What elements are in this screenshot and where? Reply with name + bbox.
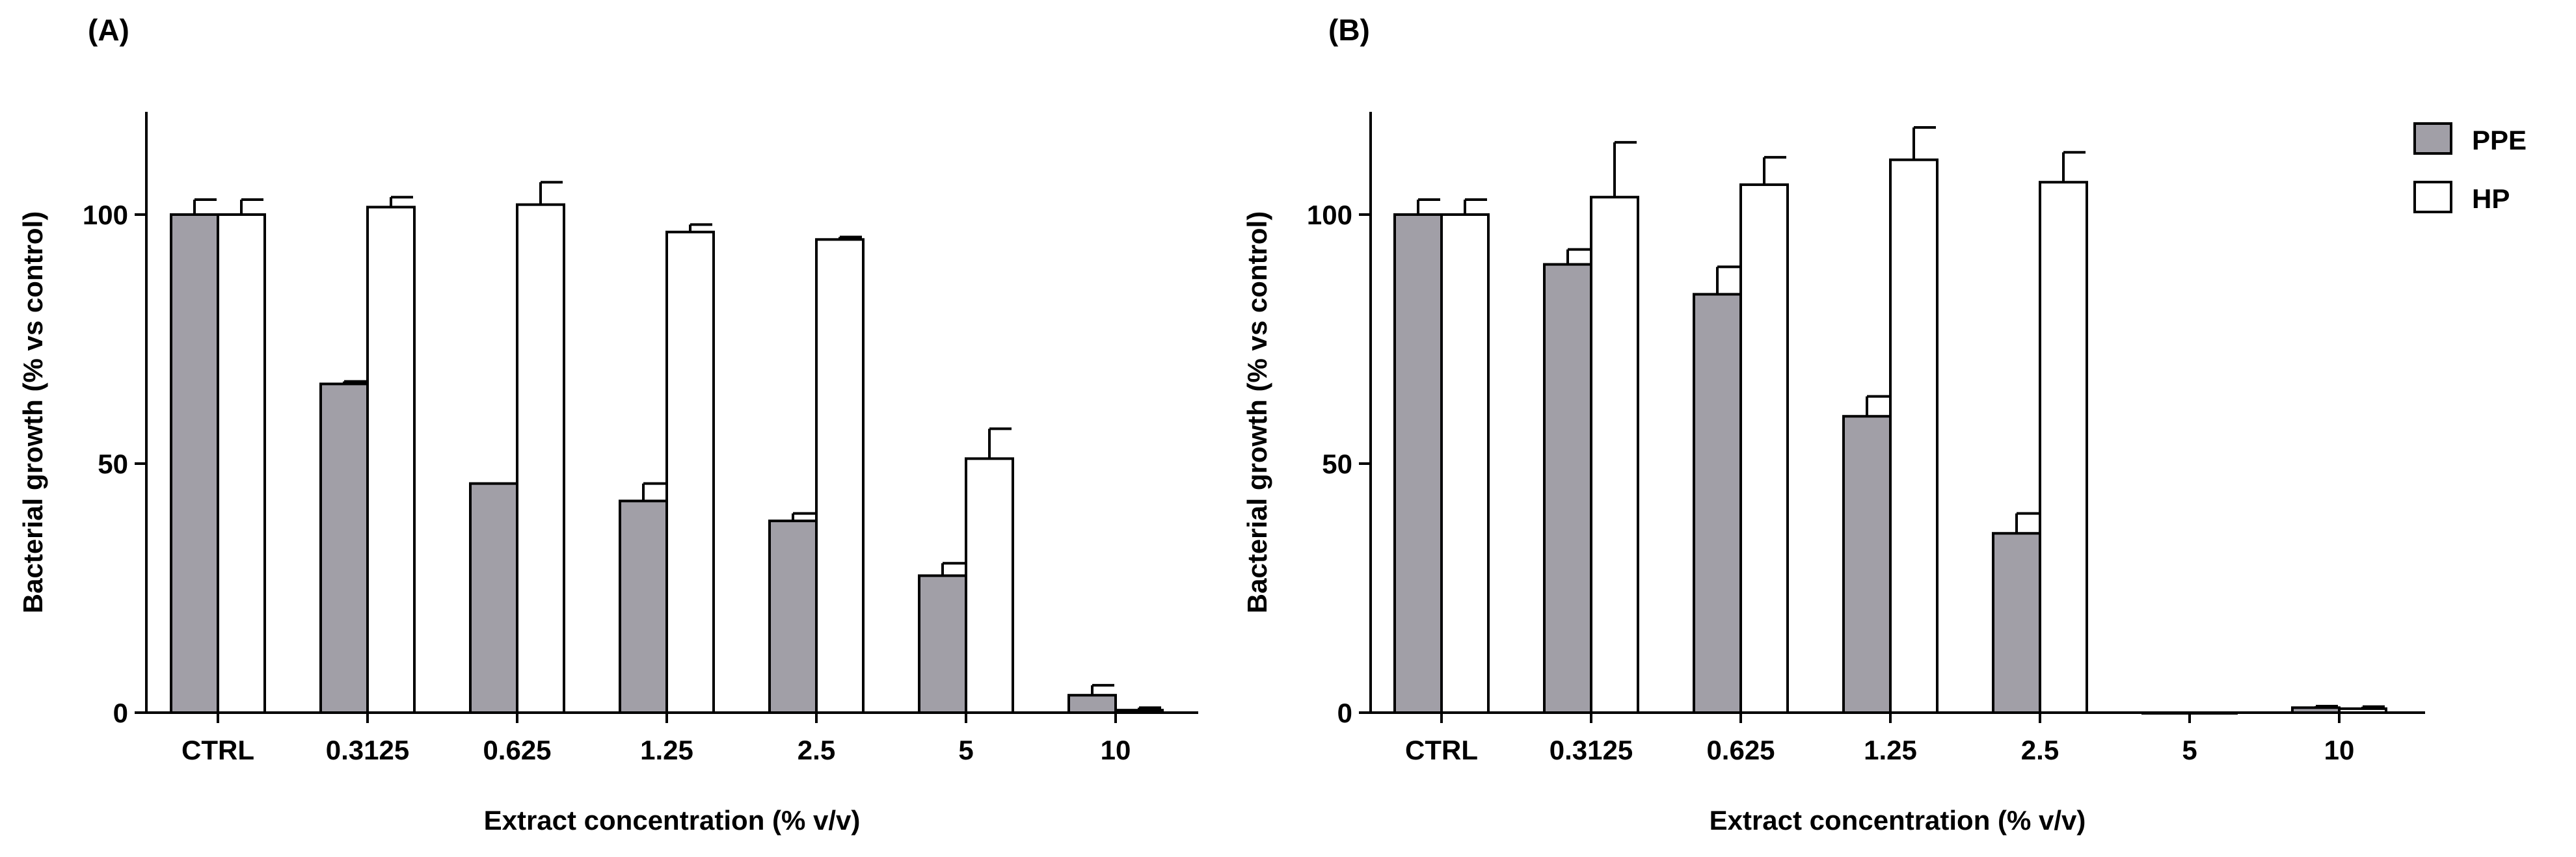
bar-hp [665,230,715,714]
bar-ppe [619,499,668,714]
x-tick-label: 10 [2324,735,2355,765]
x-tick-label: 0.625 [483,735,551,765]
bar-ppe [1543,263,1592,715]
legend-label-ppe: PPE [2472,125,2527,155]
y-tick-label: 0 [113,698,128,728]
x-tick-label: 0.3125 [1550,735,1633,765]
bar-ppe [1992,532,2041,714]
y-tick-label: 50 [98,449,128,479]
x-tick-label: 2.5 [2021,735,2059,765]
y-tick-label: 100 [83,200,128,230]
y-axis-label: Bacterial growth (% vs control) [1242,211,1272,613]
bar-ppe [170,213,219,714]
bar-hp [217,213,266,714]
bar-hp [1889,158,1939,715]
x-tick-label: 2.5 [798,735,835,765]
x-tick-label: 1.25 [1864,735,1917,765]
x-axis-label: Extract concentration (% v/v) [1710,805,2086,836]
y-ticks: 0 50 100 [1307,200,1371,728]
bar-ppe [918,574,967,714]
bar-hp [1440,213,1490,714]
legend-swatch-ppe [2413,122,2452,155]
panel-label: (A) [88,13,129,47]
x-ticks: CTRL 0.3125 0.625 1.25 2.5 5 10 [1405,713,2354,765]
panel-a: (A) 0 50 100 CTRL 0.3125 0.625 1.25 2.5 5 10 Bac… [18,13,1198,836]
bar-hp [366,205,416,714]
x-tick-label: CTRL [1405,735,1478,765]
bar-ppe [319,382,369,714]
bar-marks [1393,125,2387,715]
x-tick-label: 0.625 [1706,735,1775,765]
bar-ppe [469,482,518,714]
y-ticks: 0 50 100 [83,200,146,728]
bar-ppe [1842,415,1892,714]
panel-b: (B) 0 50 100 CTRL 0.3125 0.625 1.25 2.5 5 10 Bac… [1242,13,2527,836]
x-tick-label: CTRL [181,735,254,765]
legend-swatch-hp [2413,181,2452,213]
bar-hp [1590,196,1639,714]
bar-hp [965,457,1014,715]
bar-ppe [768,520,818,715]
bar-hp [815,238,865,714]
x-tick-label: 0.3125 [326,735,409,765]
x-tick-label: 10 [1101,735,1131,765]
y-axis-label: Bacterial growth (% vs control) [18,211,48,613]
x-tick-label: 5 [2182,735,2197,765]
bar-marks [170,181,1164,715]
panel-label: (B) [1328,13,1370,47]
bar-hp [516,203,565,714]
legend: PPE HP [2413,122,2527,214]
x-tick-label: 5 [958,735,973,765]
x-ticks: CTRL 0.3125 0.625 1.25 2.5 5 10 [181,713,1131,765]
legend-label-hp: HP [2472,183,2510,214]
x-axis-label: Extract concentration (% v/v) [484,805,861,836]
y-tick-label: 50 [1322,449,1352,479]
bar-ppe [1067,694,1117,714]
bar-hp [1739,183,1789,715]
bar-hp [2039,181,2088,714]
y-tick-label: 0 [1337,698,1352,728]
x-tick-label: 1.25 [640,735,693,765]
bar-ppe [1393,213,1443,714]
y-tick-label: 100 [1307,200,1352,230]
bar-ppe [1693,293,1742,714]
